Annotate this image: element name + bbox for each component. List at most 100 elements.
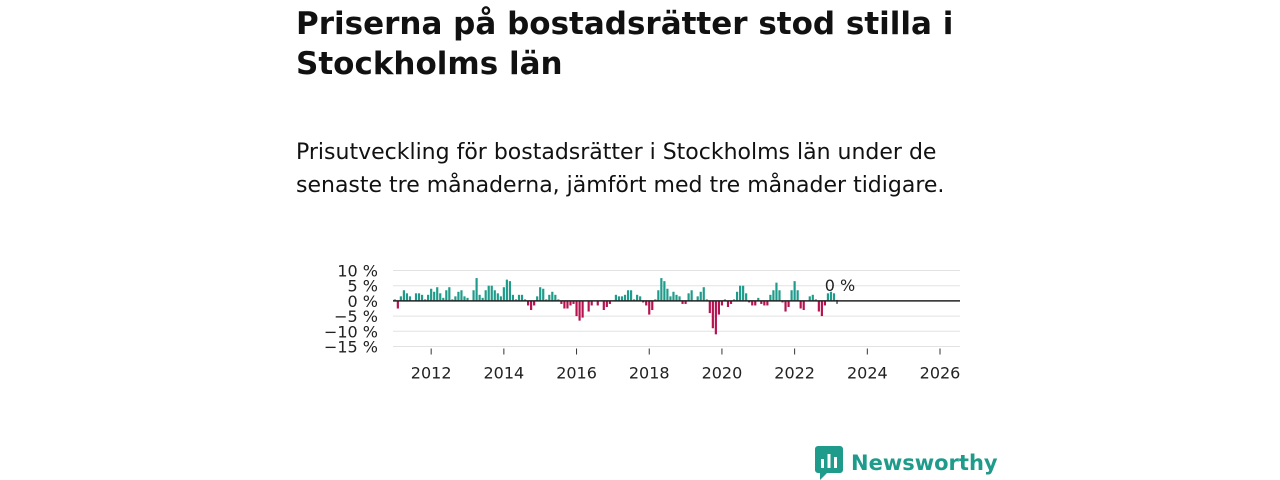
y-tick-label: −5 %	[334, 307, 378, 326]
bar	[790, 290, 793, 301]
bar	[596, 300, 599, 306]
y-tick-label: 5 %	[348, 277, 378, 296]
bar	[799, 300, 802, 309]
bar	[714, 300, 717, 335]
y-tick-label: 10 %	[337, 262, 378, 281]
bar	[757, 297, 760, 301]
bar	[666, 288, 669, 301]
bar	[490, 285, 493, 301]
bar	[545, 299, 548, 301]
brand-name: Newsworthy	[851, 451, 998, 475]
bar	[787, 300, 790, 307]
bar	[511, 294, 515, 301]
bar	[405, 293, 409, 301]
chart-annotations: 0 %	[825, 276, 855, 304]
bar	[651, 300, 654, 311]
y-tick-label: −15 %	[324, 338, 378, 357]
bar	[517, 294, 521, 301]
bar	[587, 300, 590, 312]
bar	[778, 290, 781, 301]
bar	[554, 294, 557, 301]
bar	[626, 290, 630, 301]
bar	[484, 290, 487, 301]
bar	[478, 294, 481, 301]
bar	[542, 288, 545, 301]
bar	[645, 300, 648, 306]
bar	[617, 296, 621, 301]
bar	[708, 300, 711, 314]
bar	[539, 287, 542, 301]
bar	[675, 294, 678, 301]
newsworthy-logo: Newsworthy	[815, 446, 998, 480]
x-tick-label: 2012	[411, 364, 452, 383]
bar	[629, 290, 633, 301]
bar	[602, 300, 605, 311]
bar	[775, 282, 778, 301]
bar	[502, 287, 505, 301]
bar	[817, 300, 820, 312]
x-tick-label: 2018	[629, 364, 670, 383]
bar	[417, 293, 421, 301]
bar	[551, 291, 554, 301]
x-tick-label: 2022	[774, 364, 815, 383]
x-tick-label: 2024	[847, 364, 888, 383]
bar	[660, 278, 663, 301]
bar	[563, 300, 566, 309]
bar	[823, 300, 826, 306]
bar	[396, 300, 399, 309]
bar	[481, 297, 484, 301]
page-title: Priserna på bostadsrätter stod stilla i …	[296, 6, 954, 82]
bar	[726, 300, 730, 307]
newsworthy-logo-icon	[815, 446, 843, 480]
bar	[475, 278, 478, 301]
bar	[814, 299, 817, 301]
bar	[572, 300, 575, 304]
bar	[681, 300, 684, 304]
bar	[436, 287, 439, 301]
bar	[717, 300, 720, 315]
bar	[590, 300, 593, 306]
bar	[605, 300, 608, 307]
chart-subtitle: Prisutveckling för bostadsrätter i Stock…	[296, 140, 945, 198]
bar	[536, 296, 539, 301]
bar	[569, 300, 572, 306]
bar	[424, 299, 427, 301]
bar	[433, 291, 436, 301]
bar	[745, 293, 748, 301]
bar	[672, 291, 675, 301]
bar	[581, 300, 584, 318]
chart-bars	[393, 278, 960, 335]
bar	[427, 294, 430, 301]
bar	[463, 296, 466, 301]
bar	[705, 299, 708, 301]
bar	[763, 300, 766, 306]
bar	[754, 300, 757, 306]
bar	[448, 287, 451, 301]
bar	[720, 300, 724, 306]
bar	[499, 296, 502, 301]
last-value-label: 0 %	[825, 276, 855, 295]
bar	[623, 294, 627, 301]
bar	[451, 299, 454, 301]
bar	[766, 300, 769, 306]
bar	[420, 294, 424, 301]
bar	[699, 291, 702, 301]
bar	[430, 288, 433, 301]
bar	[472, 290, 475, 301]
bar	[811, 294, 814, 301]
bar	[608, 300, 611, 304]
bar	[533, 300, 536, 306]
bar	[796, 290, 799, 301]
bar	[760, 300, 763, 304]
bar	[505, 279, 508, 301]
bar	[548, 294, 551, 301]
bar	[832, 293, 836, 301]
bar	[690, 290, 693, 301]
bar	[723, 299, 727, 301]
bar	[414, 293, 418, 301]
bar	[678, 296, 681, 301]
bar	[669, 296, 672, 301]
bar	[399, 296, 402, 301]
x-tick-label: 2016	[556, 364, 597, 383]
